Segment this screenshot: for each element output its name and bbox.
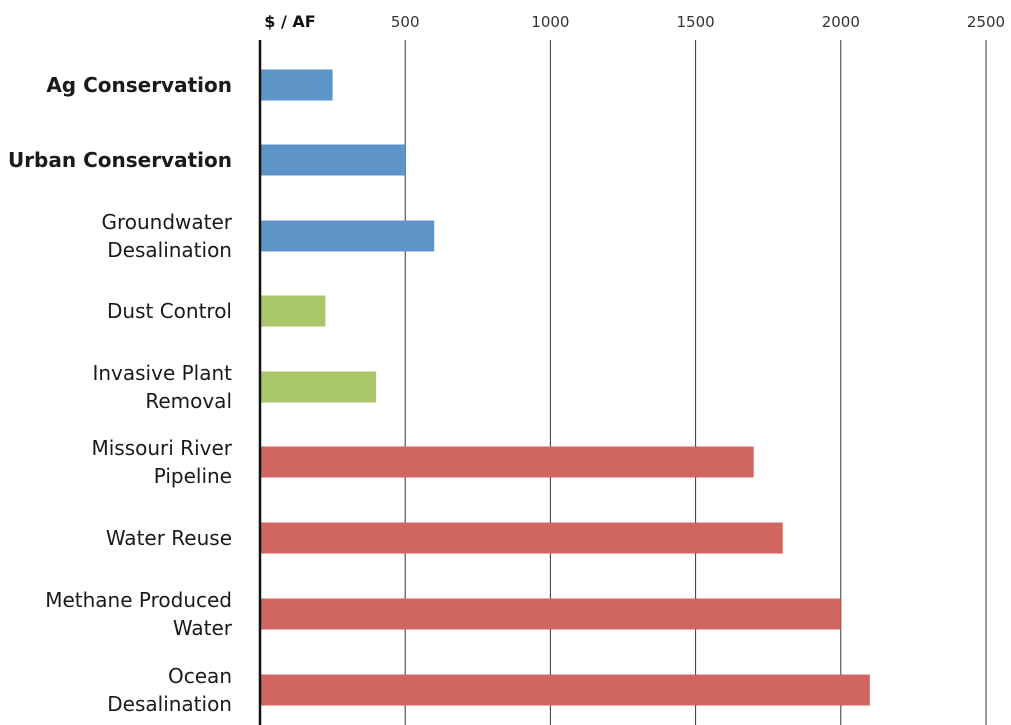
category-label-line: Ag Conservation <box>46 73 232 97</box>
category-label-line: Urban Conservation <box>8 148 232 172</box>
x-tick-label: 500 <box>391 13 420 31</box>
category-label-line: Desalination <box>107 238 232 262</box>
bar <box>260 598 841 630</box>
category-label-line: Pipeline <box>154 464 232 488</box>
category-label-line: Missouri River <box>91 436 232 460</box>
bar <box>260 371 377 403</box>
category-label: Ag Conservation <box>46 73 232 97</box>
category-label: Methane Produced Water <box>45 588 233 640</box>
bars <box>260 69 870 706</box>
category-label: Invasive Plant Removal <box>92 361 232 413</box>
category-label: Water Reuse <box>106 526 232 550</box>
x-tick-label: 1000 <box>531 13 569 31</box>
category-labels: Ag Conservation Urban Conservation Groundw… <box>8 73 233 716</box>
category-label: Urban Conservation <box>8 148 232 172</box>
x-tick-label: 2000 <box>822 13 860 31</box>
category-label-line: Desalination <box>107 692 232 716</box>
category-label: Groundwater Desalination <box>101 210 232 262</box>
bar <box>260 220 435 252</box>
category-label-line: Removal <box>145 389 232 413</box>
bar <box>260 69 333 101</box>
bar <box>260 144 406 176</box>
bar <box>260 295 326 327</box>
category-label-line: Methane Produced <box>45 588 232 612</box>
category-label-line: Invasive Plant <box>92 361 232 385</box>
category-label-line: Dust Control <box>107 299 232 323</box>
category-label: Ocean Desalination <box>107 664 232 716</box>
category-label: Missouri River Pipeline <box>91 436 232 488</box>
bar <box>260 446 754 478</box>
category-label-line: Water <box>173 616 233 640</box>
category-label-line: Water Reuse <box>106 526 232 550</box>
category-label-line: Ocean <box>168 664 232 688</box>
unit-label: $ / AF <box>264 12 315 31</box>
bar <box>260 522 783 554</box>
x-tick-labels: $ / AF 500 1000 1500 2000 2500 <box>264 12 1005 31</box>
category-label-line: Groundwater <box>101 210 232 234</box>
bar <box>260 674 870 706</box>
x-tick-label: 1500 <box>677 13 715 31</box>
x-tick-label: 2500 <box>967 13 1005 31</box>
category-label: Dust Control <box>107 299 232 323</box>
